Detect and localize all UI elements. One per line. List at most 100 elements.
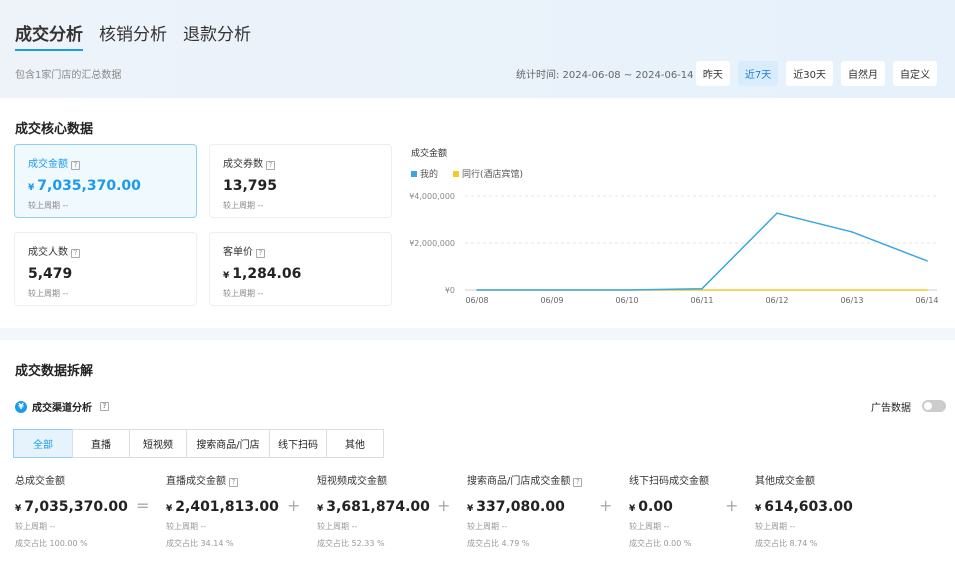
currency: ¥ [755, 504, 762, 514]
ad-data-toggle[interactable] [922, 400, 946, 412]
item-share: 成交占比 8.74 % [755, 539, 818, 548]
breakdown-title: 成交数据拆解 [15, 364, 94, 379]
item-compare: 较上周期 -- [15, 522, 56, 531]
legend-swatch-peer [453, 171, 459, 177]
kpi-value: 13,795 [223, 178, 278, 194]
item-label: 总成交金额 [15, 476, 65, 487]
help-icon[interactable]: ? [71, 249, 80, 258]
item-compare: 较上周期 -- [755, 522, 796, 531]
kpi-compare: 较上周期 -- [223, 289, 264, 298]
item-share: 成交占比 0.00 % [629, 539, 692, 548]
tab-deal-analysis[interactable]: 成交分析 [15, 20, 83, 51]
item-value: 0.00 [638, 499, 673, 515]
data-point [551, 289, 553, 291]
item-value: 7,035,370.00 [24, 499, 128, 515]
kpi-amount[interactable]: 成交金额? ¥7,035,370.00 较上周期 -- [14, 144, 197, 218]
ad-data-label: 广告数据 [871, 403, 911, 414]
channel-tab-all[interactable]: 全部 [13, 429, 73, 458]
date-7days-button[interactable]: 近7天 [737, 61, 779, 86]
chart-title: 成交金额 [411, 147, 447, 159]
plus-sign: + [725, 496, 739, 515]
kpi-value: 1,284.06 [232, 266, 302, 282]
data-point [626, 289, 628, 291]
currency: ¥ [629, 504, 636, 514]
kpi-avg-price[interactable]: 客单价? ¥1,284.06 较上周期 -- [209, 232, 392, 306]
plus-sign: + [437, 496, 451, 515]
x-tick-label: 06/08 [465, 296, 488, 305]
help-icon[interactable]: ? [573, 478, 583, 487]
item-label: 短视频成交金额 [317, 476, 387, 487]
kpi-buyers[interactable]: 成交人数? 5,479 较上周期 -- [14, 232, 197, 306]
currency: ¥ [28, 183, 35, 193]
item-label: 直播成交金额 [166, 476, 226, 487]
channel-tab-search[interactable]: 搜索商品/门店 [186, 429, 270, 458]
kpi-label: 客单价 [223, 247, 253, 258]
core-title: 成交核心数据 [15, 122, 94, 137]
legend-mine[interactable]: 我的 [420, 168, 438, 180]
date-30days-button[interactable]: 近30天 [786, 61, 833, 86]
currency: ¥ [467, 504, 474, 514]
item-value: 614,603.00 [764, 499, 853, 515]
tab-refund-analysis[interactable]: 退款分析 [183, 25, 251, 45]
channel-tab-offline[interactable]: 线下扫码 [269, 429, 327, 458]
date-custom-button[interactable]: 自定义 [893, 61, 937, 86]
item-share: 成交占比 4.79 % [467, 539, 530, 548]
y-tick-label: ¥2,000,000 [409, 239, 455, 248]
x-tick-label: 06/13 [840, 296, 863, 305]
item-value: 2,401,813.00 [175, 499, 279, 515]
item-value: 337,080.00 [476, 499, 565, 515]
data-point [776, 212, 778, 214]
item-compare: 较上周期 -- [467, 522, 508, 531]
data-point [851, 289, 853, 291]
kpi-compare: 较上周期 -- [223, 201, 264, 210]
item-label: 其他成交金额 [755, 476, 815, 487]
item-share: 成交占比 52.33 % [317, 539, 385, 548]
tab-redeem-analysis[interactable]: 核销分析 [99, 25, 167, 45]
date-yesterday-button[interactable]: 昨天 [695, 61, 730, 86]
breakdown-item: 总成交金额 ¥7,035,370.00 较上周期 -- 成交占比 100.00 … [15, 472, 128, 549]
help-icon[interactable]: ? [71, 161, 80, 170]
help-icon[interactable]: ? [266, 161, 275, 170]
kpi-compare: 较上周期 -- [28, 201, 69, 210]
plus-sign: + [287, 496, 301, 515]
breakdown-card: 成交数据拆解 ¥ 成交渠道分析 ? 广告数据 全部 直播 短视频 搜索商品/门店… [0, 340, 955, 575]
yuan-icon: ¥ [15, 400, 27, 413]
x-tick-label: 06/10 [615, 296, 638, 305]
amount-line-chart: 成交金额 我的 同行(酒店宾馆) ¥0 ¥2,000,000 ¥4,000,000 0… [409, 147, 938, 305]
channel-tab-video[interactable]: 短视频 [129, 429, 187, 458]
help-icon[interactable]: ? [229, 478, 238, 487]
date-range: 统计时间: 2024-06-08 ~ 2024-06-14 [516, 70, 694, 81]
equals-sign: = [136, 496, 150, 515]
kpi-compare: 较上周期 -- [28, 289, 69, 298]
subtitle: 包含1家门店的汇总数据 [15, 70, 122, 81]
breakdown-item: 短视频成交金额 ¥3,681,874.00 较上周期 -- 成交占比 52.33… [317, 472, 430, 549]
channel-tab-other[interactable]: 其他 [326, 429, 384, 458]
x-tick-label: 06/09 [540, 296, 563, 305]
breakdown-item: 线下扫码成交金额 ¥0.00 较上周期 -- 成交占比 0.00 % [629, 472, 709, 549]
item-label: 搜索商品/门店成交金额 [467, 476, 571, 487]
x-tick-label: 06/12 [765, 296, 788, 305]
x-tick-label: 06/11 [690, 296, 713, 305]
date-month-button[interactable]: 自然月 [841, 61, 885, 86]
x-tick-label: 06/14 [915, 296, 938, 305]
breakdown-item: 搜索商品/门店成交金额? ¥337,080.00 较上周期 -- 成交占比 4.… [467, 472, 583, 549]
kpi-value: 7,035,370.00 [37, 178, 141, 194]
data-point [776, 289, 778, 291]
item-compare: 较上周期 -- [629, 522, 670, 531]
help-icon[interactable]: ? [100, 402, 109, 411]
data-point [851, 231, 853, 233]
channel-tab-live[interactable]: 直播 [72, 429, 130, 458]
breakdown-item: 直播成交金额? ¥2,401,813.00 较上周期 -- 成交占比 34.14… [166, 472, 279, 549]
currency: ¥ [15, 504, 22, 514]
help-icon[interactable]: ? [256, 249, 265, 258]
data-point [701, 287, 703, 290]
series-line-mine [477, 212, 928, 291]
currency: ¥ [166, 504, 173, 514]
item-compare: 较上周期 -- [166, 522, 207, 531]
legend-peer[interactable]: 同行(酒店宾馆) [462, 168, 523, 180]
data-point [926, 260, 928, 262]
data-point [926, 289, 928, 291]
kpi-coupons[interactable]: 成交券数? 13,795 较上周期 -- [209, 144, 392, 218]
channel-title: 成交渠道分析 [32, 403, 92, 414]
core-data-card: 成交核心数据 成交金额? ¥7,035,370.00 较上周期 -- 成交券数?… [0, 98, 955, 328]
